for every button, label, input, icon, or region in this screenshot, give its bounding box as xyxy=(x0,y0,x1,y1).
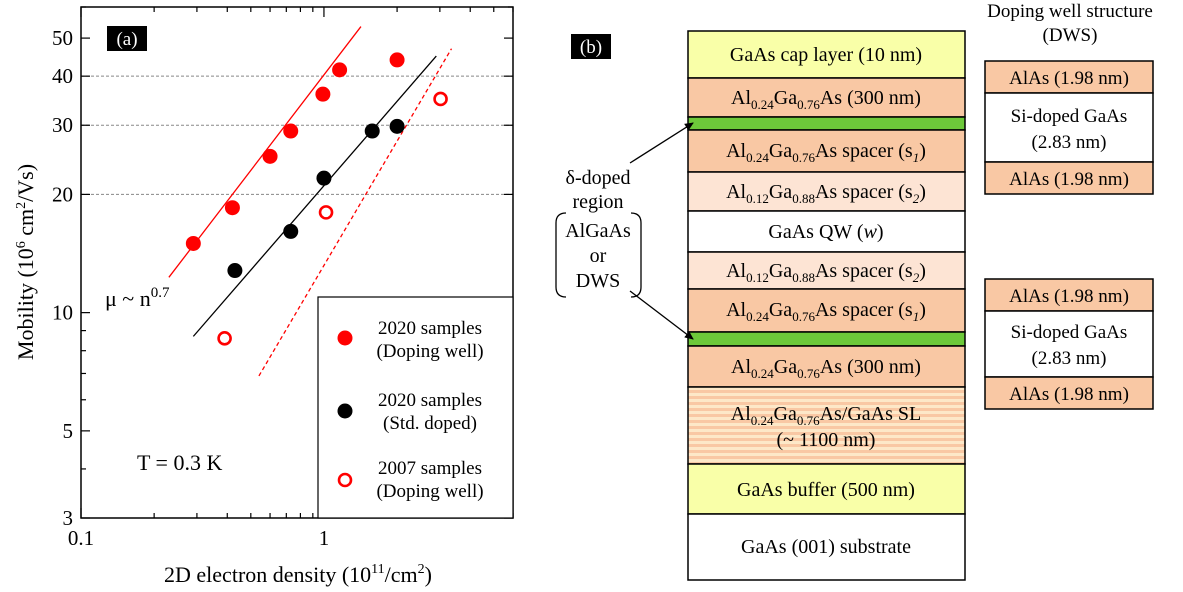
legend-marker-std-doped-2020 xyxy=(337,403,353,419)
bracket-label-2: or xyxy=(590,245,607,267)
layer-spacer2-top-label: Al0.12Ga0.88As spacer (s2) xyxy=(726,181,926,206)
x-axis-label: 2D electron density (1011/cm2) xyxy=(164,562,432,587)
data-point-series-0 xyxy=(332,62,348,78)
dws-bottom-alas-2 xyxy=(984,376,1154,410)
legend-label-2a: 2020 samples xyxy=(378,390,482,411)
arrow-to-top-delta xyxy=(629,122,694,164)
delta-region-label-2: region xyxy=(572,191,623,213)
dws-bottom-si-label-1: Si-doped GaAs xyxy=(1011,322,1128,343)
layer-cap-label: GaAs cap layer (10 nm) xyxy=(730,44,922,66)
dws-bottom-alas-1-label: AlAs (1.98 nm) xyxy=(1009,286,1129,307)
dws-bottom-si-label-2: (2.83 nm) xyxy=(1032,348,1107,369)
data-point-series-2 xyxy=(433,91,448,107)
layer-superlattice-thickness: (~ 1100 nm) xyxy=(777,429,876,451)
data-point-series-2 xyxy=(318,205,334,220)
layer-barrier-bottom-label: Al0.24Ga0.76As (300 nm) xyxy=(731,356,921,381)
y-tick-label: 50 xyxy=(52,26,73,50)
dws-top-si-label-1: Si-doped GaAs xyxy=(1011,106,1128,127)
delta-doped-layer-top xyxy=(687,116,966,131)
delta-doped-layer-bottom xyxy=(687,331,966,347)
y-tick-label: 30 xyxy=(52,113,73,137)
panel-label-a-box xyxy=(107,26,147,51)
layer-structure-diagram: (b) GaAs cap layer (10 nm) Al0.24Ga0.76A… xyxy=(555,1,1154,581)
plot-frame xyxy=(80,6,514,519)
dws-title-2: (DWS) xyxy=(1043,25,1098,46)
layer-stack: GaAs cap layer (10 nm) Al0.24Ga0.76As (3… xyxy=(687,30,966,581)
x-tick-label: 1 xyxy=(319,526,330,550)
bracket-left xyxy=(555,212,567,298)
legend: 2020 samples (Doping well) 2020 samples … xyxy=(317,296,514,519)
y-tick-label: 20 xyxy=(52,182,73,206)
y-tick-label: 5 xyxy=(63,419,74,443)
bracket-label-3: DWS xyxy=(576,270,620,292)
layer-superlattice-label: Al0.24Ga0.76As/GaAs SL xyxy=(731,403,922,428)
dws-top-alas-2 xyxy=(984,161,1154,195)
legend-label-1b: (Doping well) xyxy=(376,341,483,362)
dws-bottom-si-doped xyxy=(984,310,1154,378)
arrow-to-bottom-delta xyxy=(629,290,694,340)
dws-top-si-doped xyxy=(984,92,1154,163)
x-tick-label: 0.1 xyxy=(68,526,94,550)
layer-buffer xyxy=(687,463,966,515)
data-point-series-1 xyxy=(227,263,243,279)
y-tick-label: 10 xyxy=(52,301,73,325)
dws-top-si-label-2: (2.83 nm) xyxy=(1032,132,1107,153)
fit-line-1 xyxy=(192,55,437,337)
data-point-series-0 xyxy=(185,235,201,251)
delta-region-label-1: δ-doped xyxy=(566,167,631,189)
y-axis-label: Mobility (106 cm2/Vs) xyxy=(13,164,38,360)
layer-buffer-label: GaAs buffer (500 nm) xyxy=(737,479,915,501)
layer-quantum-well-label: GaAs QW (w) xyxy=(768,221,883,243)
legend-label-3b: (Doping well) xyxy=(376,481,483,502)
panel-label-b-box xyxy=(571,34,611,59)
panel-label-a: (a) xyxy=(116,29,137,50)
layer-spacer2-bottom-label: Al0.12Ga0.88As spacer (s2) xyxy=(726,260,926,285)
dws-top-alas-1 xyxy=(984,60,1154,94)
layer-spacer1-bottom-label: Al0.24Ga0.76As spacer (s1) xyxy=(726,299,926,324)
layer-barrier-top-label: Al0.24Ga0.76As (300 nm) xyxy=(731,87,921,112)
dws-bottom-alas-1 xyxy=(984,278,1154,312)
legend-marker-doping-well-2020 xyxy=(337,330,353,346)
data-point-series-0 xyxy=(389,52,405,68)
data-point-series-0 xyxy=(283,123,299,139)
fit-line-2 xyxy=(258,48,453,377)
layer-barrier-bottom xyxy=(687,345,966,388)
layer-substrate xyxy=(687,513,966,581)
legend-label-3a: 2007 samples xyxy=(378,458,482,479)
fit-annotation: μ ~ n0.7 xyxy=(105,285,170,311)
dws-bottom-alas-2-label: AlAs (1.98 nm) xyxy=(1009,384,1129,405)
dws-top-alas-1-label: AlAs (1.98 nm) xyxy=(1009,68,1129,89)
data-point-series-1 xyxy=(364,123,380,139)
dws-top: AlAs (1.98 nm) Si-doped GaAs (2.83 nm) A… xyxy=(984,60,1154,195)
gridlines xyxy=(81,75,513,195)
dws-title-1: Doping well structure xyxy=(987,1,1153,22)
data-point-series-1 xyxy=(389,118,405,134)
data-point-series-0 xyxy=(224,200,240,216)
data-point-series-0 xyxy=(262,148,278,164)
data-point-series-2 xyxy=(217,331,232,346)
data-point-series-1 xyxy=(283,223,299,239)
y-tick-label: 3 xyxy=(63,506,74,530)
legend-label-2b: (Std. doped) xyxy=(383,413,477,434)
layer-spacer1-top-label: Al0.24Ga0.76As spacer (s1) xyxy=(726,140,926,165)
bracket-label-1: AlGaAs xyxy=(565,220,631,242)
data-points xyxy=(185,52,448,346)
legend-label-1a: 2020 samples xyxy=(378,318,482,339)
y-tick-label: 40 xyxy=(52,64,73,88)
layer-spacer1-bottom xyxy=(687,288,966,333)
layer-quantum-well xyxy=(687,210,966,253)
legend-marker-doping-well-2007 xyxy=(337,472,353,488)
dws-bottom: AlAs (1.98 nm) Si-doped GaAs (2.83 nm) A… xyxy=(984,278,1154,410)
mobility-chart: 3 5 10 20 30 40 50 0.1 1 (a) Mobility (106 cm2/V… xyxy=(13,6,514,587)
data-point-series-0 xyxy=(315,86,331,102)
dws-top-alas-2-label: AlAs (1.98 nm) xyxy=(1009,169,1129,190)
data-point-series-1 xyxy=(316,170,332,186)
temperature-annotation: T = 0.3 K xyxy=(137,450,222,475)
layer-superlattice xyxy=(687,386,966,465)
panel-label-b: (b) xyxy=(580,37,602,58)
bracket-right xyxy=(630,212,642,298)
layer-substrate-label: GaAs (001) substrate xyxy=(741,536,911,558)
